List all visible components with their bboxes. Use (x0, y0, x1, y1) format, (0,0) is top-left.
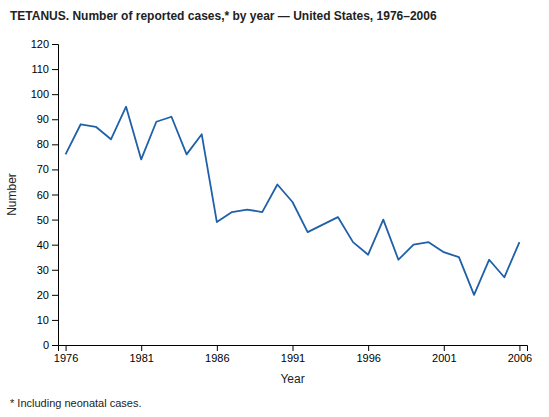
y-tick-mark (52, 69, 58, 70)
y-tick-mark (52, 295, 58, 296)
y-tick: 60 (37, 189, 58, 201)
y-tick-label: 20 (37, 289, 49, 301)
y-tick: 40 (37, 239, 58, 251)
x-tick-label: 1996 (356, 352, 380, 364)
y-tick-mark (52, 220, 58, 221)
y-tick-label: 10 (37, 314, 49, 326)
y-axis-line (52, 45, 59, 346)
y-tick-mark (52, 94, 58, 95)
y-tick-label: 90 (37, 113, 49, 125)
y-tick-label: 70 (37, 163, 49, 175)
y-axis: 0 10 20 30 40 50 60 70 80 90 100 110 120 (31, 38, 59, 351)
plot: 1976 1981 1986 1991 1996 2001 2006 0 10 20 30 40 50 6… (31, 38, 533, 364)
y-tick: 80 (37, 138, 58, 150)
y-tick-mark (52, 195, 58, 196)
y-tick: 20 (37, 289, 58, 301)
x-tick: 1996 (356, 345, 380, 364)
x-tick-label: 1976 (54, 352, 78, 364)
y-tick-mark (52, 345, 58, 346)
x-tick: 1991 (281, 345, 305, 364)
y-tick-label: 100 (31, 88, 49, 100)
x-tick-mark (66, 345, 67, 351)
x-tick: 2001 (432, 345, 456, 364)
x-tick-label: 1986 (205, 352, 229, 364)
x-tick-label: 1991 (281, 352, 305, 364)
y-tick: 120 (31, 38, 58, 50)
x-tick: 1986 (205, 345, 229, 364)
y-tick-label: 80 (37, 138, 49, 150)
y-tick-label: 60 (37, 189, 49, 201)
x-tick-label: 2001 (432, 352, 456, 364)
y-axis-title: Number (5, 173, 19, 216)
x-tick-mark (519, 345, 520, 351)
x-tick-mark (368, 345, 369, 351)
y-tick: 10 (37, 314, 58, 326)
y-tick-label: 120 (31, 38, 49, 50)
footnote: * Including neonatal cases. (10, 397, 141, 409)
x-tick-label: 1981 (129, 352, 153, 364)
y-tick-mark (52, 44, 58, 45)
y-tick-mark (52, 270, 58, 271)
x-axis-title: Year (280, 372, 304, 386)
marks (66, 107, 520, 295)
x-axis-line (59, 346, 528, 352)
y-tick-mark (52, 169, 58, 170)
y-tick: 30 (37, 264, 58, 276)
y-tick-label: 40 (37, 239, 49, 251)
y-tick: 100 (31, 88, 58, 100)
y-tick: 110 (31, 63, 58, 75)
y-tick-mark (52, 245, 58, 246)
y-tick: 90 (37, 113, 58, 125)
y-tick-mark (52, 119, 58, 120)
x-tick-mark (141, 345, 142, 351)
x-axis: 1976 1981 1986 1991 1996 2001 2006 (54, 345, 532, 364)
x-tick-mark (444, 345, 445, 351)
y-tick: 0 (43, 339, 58, 351)
line (66, 107, 520, 295)
y-tick-label: 0 (43, 339, 49, 351)
y-tick-label: 30 (37, 264, 49, 276)
x-tick-mark (293, 345, 294, 351)
x-tick-label: 2006 (508, 352, 532, 364)
y-tick-mark (52, 320, 58, 321)
y-tick: 50 (37, 214, 58, 226)
y-tick: 70 (37, 163, 58, 175)
x-tick: 1981 (129, 345, 153, 364)
y-tick-label: 50 (37, 214, 49, 226)
chart: TETANUS. Number of reported cases,* by y… (0, 0, 549, 417)
x-tick-mark (217, 345, 218, 351)
x-tick: 2006 (508, 345, 532, 364)
x-tick: 1976 (54, 345, 78, 364)
y-tick-label: 110 (31, 63, 49, 75)
title: TETANUS. Number of reported cases,* by y… (10, 9, 437, 23)
y-tick-mark (52, 144, 58, 145)
